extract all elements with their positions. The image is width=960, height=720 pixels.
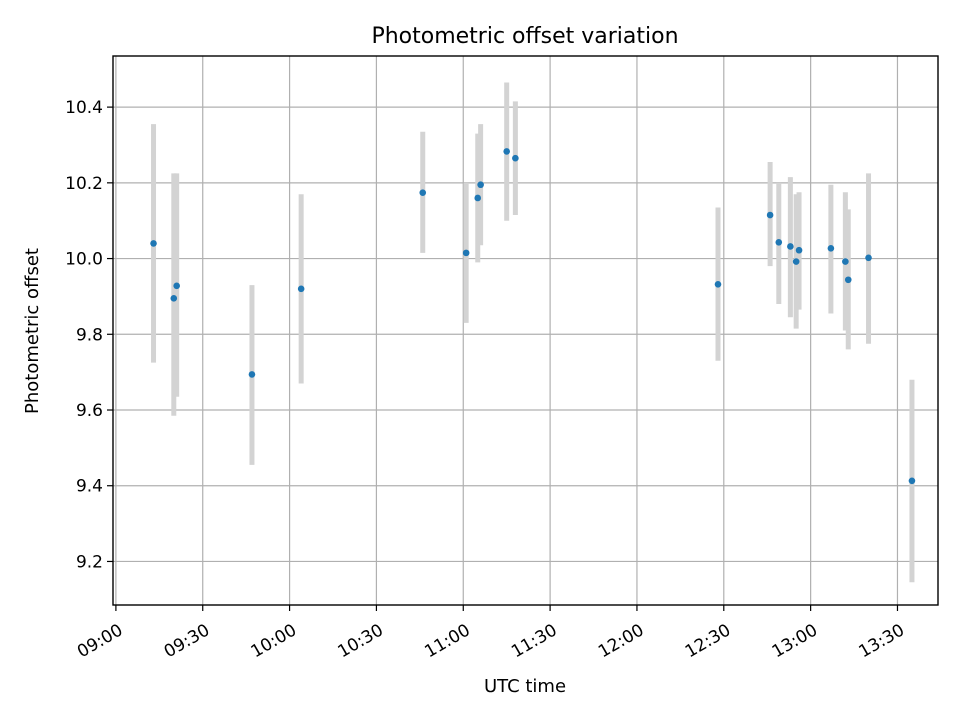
y-tick-label: 10.2 <box>65 174 103 194</box>
x-tick-label: 11:00 <box>421 620 473 662</box>
data-point <box>865 254 872 262</box>
y-axis-ticks: 9.2 9.4 9.6 9.8 10.0 10.2 10.4 <box>65 98 113 572</box>
x-tick-label: 10:00 <box>248 620 300 662</box>
x-tick-label: 10:30 <box>334 620 386 662</box>
y-tick: 9.2 <box>76 552 113 572</box>
x-tick-label: 12:30 <box>682 620 734 662</box>
x-tick: 12:00 <box>595 605 647 662</box>
data-point <box>474 194 482 202</box>
x-tick-label: 09:00 <box>74 620 126 662</box>
x-tick-label: 12:00 <box>595 620 647 662</box>
grid-lines <box>113 56 938 605</box>
data-point <box>827 245 835 252</box>
x-tick-label: 11:30 <box>508 620 560 662</box>
y-tick: 10.0 <box>65 250 113 270</box>
y-tick: 9.6 <box>76 401 113 421</box>
x-tick: 12:30 <box>682 605 734 662</box>
data-points <box>150 148 916 485</box>
y-tick-label: 9.4 <box>76 477 103 497</box>
data-point <box>714 281 722 288</box>
data-point <box>766 211 774 219</box>
x-tick: 10:00 <box>248 605 300 662</box>
data-point <box>795 246 803 254</box>
x-tick: 11:00 <box>421 605 474 662</box>
plot-frame <box>112 55 939 606</box>
x-tick: 10:30 <box>334 605 387 662</box>
x-tick-label: 09:30 <box>161 620 213 662</box>
y-tick: 10.4 <box>65 98 113 118</box>
y-tick: 9.4 <box>76 477 113 497</box>
data-point <box>248 371 256 378</box>
data-point <box>297 285 305 293</box>
data-point <box>462 249 470 257</box>
x-tick: 09:30 <box>161 605 213 662</box>
data-point <box>844 276 852 284</box>
data-point <box>787 243 794 250</box>
data-point <box>170 295 178 302</box>
x-tick-label: 13:30 <box>856 620 908 662</box>
x-tick: 13:30 <box>856 605 908 662</box>
x-tick: 13:00 <box>769 605 821 662</box>
data-point <box>419 189 427 196</box>
y-tick-label: 10.0 <box>65 250 103 270</box>
data-point <box>503 148 510 155</box>
data-point <box>792 258 800 265</box>
chart-title: Photometric offset variation <box>371 24 678 49</box>
x-axis-label: UTC time <box>484 676 566 697</box>
data-point <box>150 240 157 247</box>
y-tick-label: 9.2 <box>76 552 103 572</box>
data-point <box>908 477 916 485</box>
y-tick-label: 10.4 <box>65 98 103 118</box>
y-tick-label: 9.8 <box>76 325 103 345</box>
x-tick: 09:00 <box>74 605 126 662</box>
y-axis-label: Photometric offset <box>22 248 43 414</box>
x-axis-ticks: 09:00 09:30 10:00 10:30 11:00 11:30 12:00 12:30… <box>74 605 908 662</box>
data-point <box>775 238 783 246</box>
y-tick: 10.2 <box>65 174 113 194</box>
data-point <box>477 181 484 189</box>
y-tick: 9.8 <box>76 325 113 345</box>
error-bars <box>151 82 915 583</box>
x-tick-label: 13:00 <box>769 620 821 662</box>
data-point <box>512 154 519 162</box>
data-point <box>173 282 180 290</box>
x-tick: 11:30 <box>508 605 561 662</box>
data-point <box>842 258 849 265</box>
y-tick-label: 9.6 <box>76 401 103 421</box>
